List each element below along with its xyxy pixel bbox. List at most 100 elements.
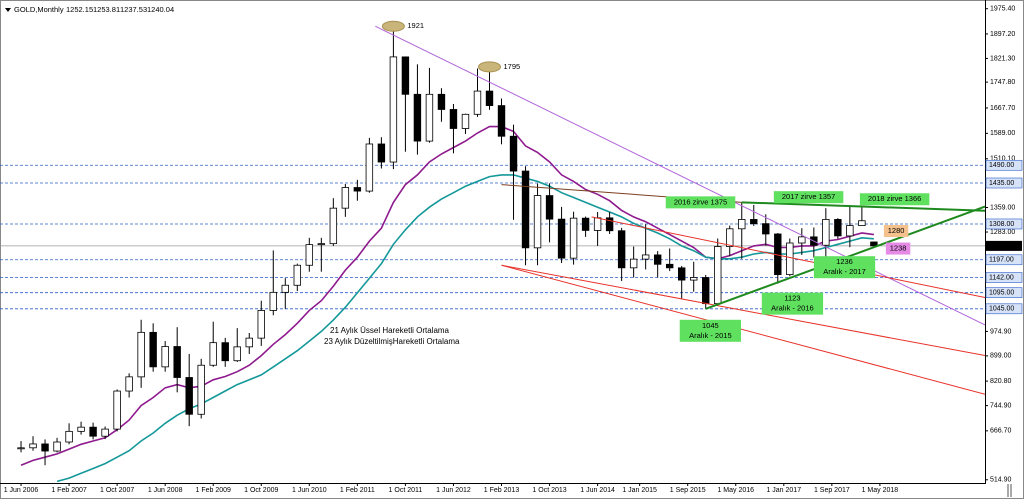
candle-body (581, 217, 590, 231)
annotation-box (883, 225, 909, 238)
candle-body (629, 258, 638, 269)
candle-body (653, 254, 662, 265)
candle-body (41, 443, 49, 452)
moving-average (20, 125, 875, 466)
candle-body (329, 207, 338, 245)
y-tick-label: 1975.40 (990, 6, 1015, 13)
candle-body (834, 219, 842, 237)
low: 1237.53 (120, 5, 147, 14)
annotation-box (885, 242, 911, 255)
candle-body (750, 219, 758, 225)
candle-body (137, 331, 145, 378)
candle-body (605, 217, 614, 232)
plot-area (0, 25, 985, 483)
menu-arrow[interactable] (5, 8, 11, 12)
candle-body (101, 428, 109, 437)
trend-line (375, 25, 985, 326)
x-tick-label: 1 Jan 2015 (622, 487, 657, 494)
level-label: 1490.00 (989, 162, 1014, 169)
candle-body (233, 346, 241, 362)
annotation-label: 1238 (890, 244, 907, 253)
overlay: 1921 1795 2016 zirve 1375 2017 zirve 1357 20… (381, 20, 930, 342)
candle-body (413, 93, 422, 142)
y-tick-label: 744.90 (990, 402, 1012, 409)
candle-body (846, 225, 854, 237)
x-tick-label: 1 May 2016 (717, 487, 754, 494)
candle-body (77, 426, 85, 432)
x-tick-label: 1 Feb 2007 (51, 487, 87, 494)
candle-body (65, 430, 73, 443)
x-tick-label: 1 Sep 2017 (814, 487, 850, 494)
candle-body (593, 217, 602, 231)
x-tick-label: 1 Oct 2007 (100, 487, 134, 494)
y-tick-label: 1283.00 (990, 229, 1015, 236)
candle-body (293, 264, 302, 286)
candle-body (762, 223, 770, 235)
peak-marker (477, 61, 501, 73)
level-box (985, 303, 1023, 315)
candle-body (185, 377, 193, 415)
moving-average (56, 174, 874, 483)
y-tick-label: 1897.20 (990, 31, 1015, 38)
x-tick-label: 1 Oct 2011 (389, 487, 423, 494)
level-label: 1435.00 (989, 180, 1014, 187)
open: 1252.15 (66, 5, 93, 14)
candle-body (149, 331, 157, 368)
candle-body (726, 228, 734, 247)
close: 1240.04 (147, 5, 174, 14)
level-box (985, 287, 1023, 298)
annotation-label: Aralık - 2015 (689, 331, 732, 340)
annotation-label: Aralık - 2017 (823, 267, 866, 276)
x-tick-label: 1 Jun 2006 (4, 487, 39, 494)
annotation-box (679, 319, 742, 342)
symbol: GOLD,Monthly (14, 5, 64, 14)
candle-body (557, 218, 566, 259)
high: 1253.81 (93, 5, 120, 14)
level-label: 1308.00 (989, 221, 1014, 228)
y-tick-label: 1747.80 (990, 79, 1015, 86)
candle-body (221, 342, 229, 362)
y-tick-label: 1589.00 (990, 130, 1015, 137)
y-tick-label: 974.90 (990, 328, 1012, 335)
level-label: 1197.00 (989, 257, 1014, 264)
candle-body (161, 346, 169, 368)
level-box (985, 177, 1023, 189)
trend-line (501, 264, 985, 395)
candle-body (281, 284, 289, 293)
candle-body (125, 376, 133, 392)
candle-body (569, 217, 578, 259)
trend-line (591, 216, 985, 298)
candle-body (714, 246, 722, 305)
candle-body (461, 113, 470, 129)
legend-sma: 23 Aylık DüzeltilmişHareketli Ortalama (324, 337, 460, 346)
x-tick-label: 1 Sep 2015 (670, 487, 706, 494)
candle-body (401, 56, 410, 95)
x-tick-label: 1 May 2018 (862, 487, 899, 494)
candle-body (738, 219, 746, 230)
peak-label: 1921 (407, 21, 424, 30)
candle-body (377, 143, 386, 163)
candle-body (317, 243, 326, 246)
y-tick-label: 1510.10 (990, 156, 1015, 163)
candle-body (341, 187, 350, 209)
annotation-label: 1123 (784, 294, 800, 303)
candle-body (113, 390, 121, 430)
y-tick-label: 514.90 (990, 477, 1012, 484)
candle-body (533, 195, 542, 249)
candle-body (449, 109, 458, 129)
candle-body (617, 230, 626, 269)
candle-body (509, 135, 518, 172)
candle-body (209, 342, 217, 366)
candle-body (473, 90, 482, 115)
legend-ema: 21 Aylık Üssel Hareketli Ortalama (330, 326, 450, 335)
peak-marker (381, 20, 405, 32)
y-tick-label: 820.80 (990, 378, 1012, 385)
annotation-box (859, 193, 930, 206)
candle-body (798, 236, 806, 244)
candle-body (497, 105, 506, 137)
annotation-label: Aralık - 2016 (771, 304, 814, 313)
candle-body (870, 241, 878, 247)
annotation-label: 2017 zirve 1357 (782, 192, 835, 201)
x-tick-label: 1 Oct 2013 (532, 487, 566, 494)
